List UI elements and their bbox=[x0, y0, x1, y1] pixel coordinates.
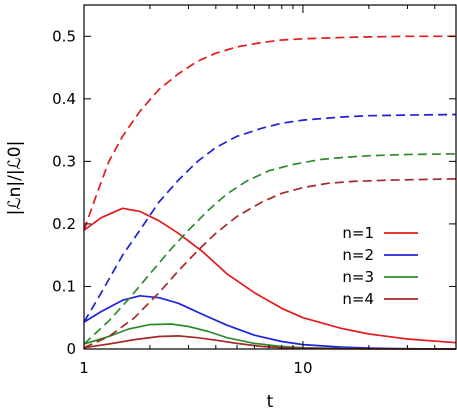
dashed-series-line-6 bbox=[83, 153, 457, 345]
tick-layer: 0 0.1 0.2 0.3 0.4 0.5 1 10 bbox=[52, 5, 457, 377]
x-tick-label: 10 bbox=[293, 359, 312, 377]
x-axis-label: t bbox=[267, 392, 274, 412]
legend-label: n=1 bbox=[342, 224, 374, 242]
legend: n=1 n=2 n=3 n=4 bbox=[342, 224, 418, 308]
dashed-series-line-4 bbox=[83, 35, 456, 231]
y-axis-label: |ℒn|/|ℒ0| bbox=[5, 141, 25, 216]
legend-label: n=3 bbox=[342, 268, 374, 286]
y-tick-label: 0.5 bbox=[52, 27, 76, 45]
y-tick-label: 0 bbox=[66, 340, 76, 358]
y-tick-label: 0.2 bbox=[52, 215, 76, 233]
y-tick-label: 0.4 bbox=[52, 90, 76, 108]
y-tick-label: 0.1 bbox=[52, 277, 76, 295]
dashed-series-line-5 bbox=[83, 113, 457, 323]
series-line-2 bbox=[83, 323, 457, 350]
dashed-series-line-7 bbox=[83, 178, 457, 349]
plot-frame bbox=[83, 4, 457, 350]
series-line-1 bbox=[83, 294, 457, 350]
legend-label: n=2 bbox=[342, 246, 374, 264]
y-tick-label: 0.3 bbox=[52, 152, 76, 170]
series-layer bbox=[83, 35, 457, 350]
series-line-0 bbox=[83, 207, 457, 344]
legend-label: n=4 bbox=[342, 290, 374, 308]
x-tick-label: 1 bbox=[79, 359, 89, 377]
